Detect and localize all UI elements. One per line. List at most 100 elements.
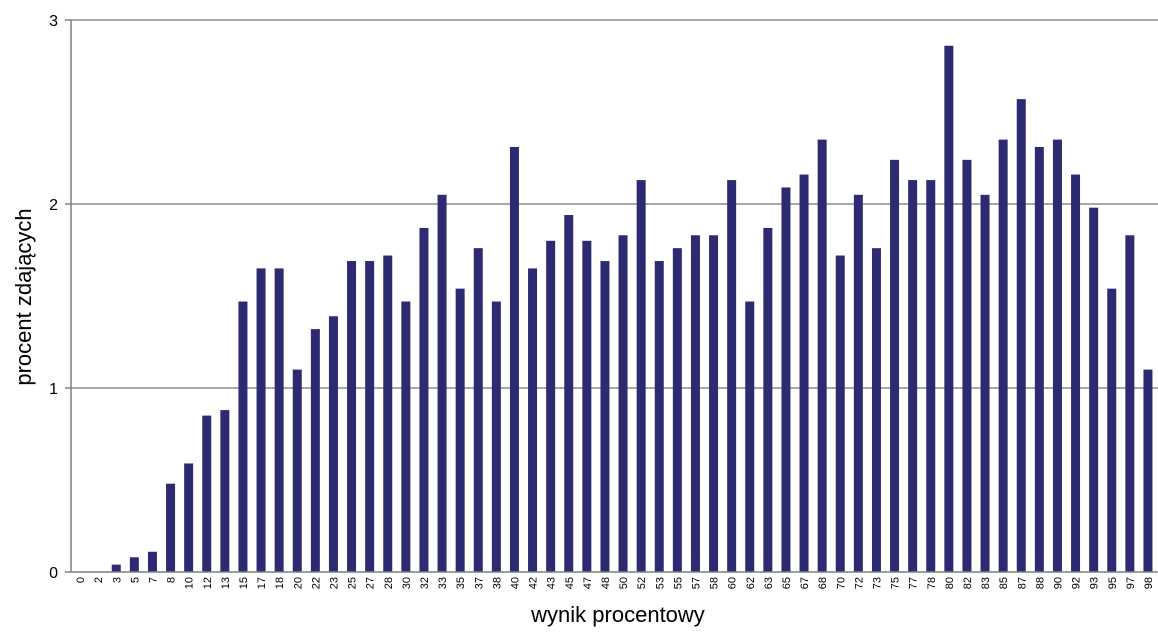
x-tick-label: 90 [1052, 577, 1064, 589]
x-tick-label: 0 [75, 577, 87, 583]
x-tick-labels: 0 2 3 5 7 8 10 12 13 15 17 18 20 22 23 25 27 28 30 32 33 35 37… [75, 577, 1155, 589]
bar [238, 301, 248, 572]
bars [111, 45, 1153, 573]
x-tick-label: 93 [1089, 577, 1101, 589]
x-tick-label: 7 [147, 577, 159, 583]
x-tick-label: 23 [328, 577, 340, 589]
x-tick-label: 75 [890, 577, 902, 589]
bar [926, 180, 936, 572]
x-tick-label: 12 [202, 577, 214, 589]
y-tick-label: 0 [49, 565, 58, 582]
bar [564, 215, 574, 573]
y-tick-labels: 0 1 2 3 [49, 13, 58, 582]
x-tick-label: 45 [564, 577, 576, 589]
x-tick-label: 20 [292, 577, 304, 589]
x-tick-label: 40 [509, 577, 521, 589]
bar [690, 235, 700, 572]
bar [962, 159, 972, 572]
x-tick-label: 17 [256, 577, 268, 589]
bar [274, 268, 284, 572]
x-tick-label: 42 [528, 577, 540, 589]
bar [147, 551, 157, 572]
x-tick-label: 57 [690, 577, 702, 589]
x-tick-label: 60 [727, 577, 739, 589]
x-tick-label: 92 [1071, 577, 1083, 589]
bar [817, 139, 827, 572]
x-tick-label: 80 [944, 577, 956, 589]
x-tick-label: 68 [817, 577, 829, 589]
x-tick-label: 58 [709, 577, 721, 589]
x-tick-label: 83 [980, 577, 992, 589]
bar [582, 240, 592, 573]
x-tick-label: 43 [546, 577, 558, 589]
x-tick-label: 72 [853, 577, 865, 589]
bar [509, 146, 519, 572]
bar [853, 194, 863, 573]
bar [292, 369, 302, 572]
bar [310, 329, 320, 572]
bar [1089, 207, 1099, 572]
bar [455, 288, 465, 572]
x-tick-label: 82 [962, 577, 974, 589]
bar [437, 194, 447, 573]
bar [129, 557, 139, 572]
x-tick-label: 25 [347, 577, 359, 589]
x-tick-label: 85 [998, 577, 1010, 589]
x-tick-label: 15 [238, 577, 250, 589]
bar [654, 261, 664, 572]
bar [202, 415, 212, 572]
bar [636, 180, 646, 572]
gridlines [71, 19, 1158, 389]
x-tick-label: 63 [763, 577, 775, 589]
bar [184, 463, 194, 572]
bar [365, 261, 375, 572]
bar [383, 255, 393, 572]
x-tick-label: 67 [799, 577, 811, 589]
bar [1071, 174, 1081, 572]
x-tick-label: 33 [437, 577, 449, 589]
x-tick-label: 5 [129, 577, 141, 583]
bar [1107, 288, 1117, 572]
bar [871, 248, 881, 572]
x-tick-label: 53 [654, 577, 666, 589]
bar [908, 180, 918, 572]
x-tick-label: 8 [166, 577, 178, 583]
x-tick-label: 13 [220, 577, 232, 589]
x-tick-label: 73 [871, 577, 883, 589]
bar [546, 240, 556, 573]
bar [944, 45, 954, 572]
bar [1143, 369, 1153, 572]
x-tick-label: 48 [600, 577, 612, 589]
x-tick-label: 27 [365, 577, 377, 589]
x-tick-label: 70 [835, 577, 847, 589]
bar [998, 139, 1008, 572]
bar [799, 174, 809, 572]
x-tick-label: 37 [473, 577, 485, 589]
y-tick-label: 1 [49, 381, 58, 398]
bar [1125, 235, 1135, 572]
x-tick-label: 87 [1016, 577, 1028, 589]
bar [528, 268, 538, 572]
x-tick-label: 65 [781, 577, 793, 589]
bar [111, 564, 121, 572]
x-tick-label: 95 [1107, 577, 1119, 589]
bar [220, 410, 230, 572]
x-tick-label: 47 [582, 577, 594, 589]
x-tick-label: 55 [672, 577, 684, 589]
x-tick-label: 38 [491, 577, 503, 589]
y-axis-label: procent zdających [11, 208, 36, 385]
bar [781, 187, 791, 572]
x-tick-label: 2 [93, 577, 105, 583]
bar [419, 227, 429, 573]
x-tick-label: 98 [1143, 577, 1155, 589]
bar [600, 261, 610, 572]
x-tick-label: 28 [383, 577, 395, 589]
bar [763, 227, 773, 573]
axes [65, 19, 1158, 573]
bar [835, 255, 845, 572]
bar [672, 248, 682, 572]
bar [618, 235, 628, 572]
x-tick-label: 88 [1034, 577, 1046, 589]
